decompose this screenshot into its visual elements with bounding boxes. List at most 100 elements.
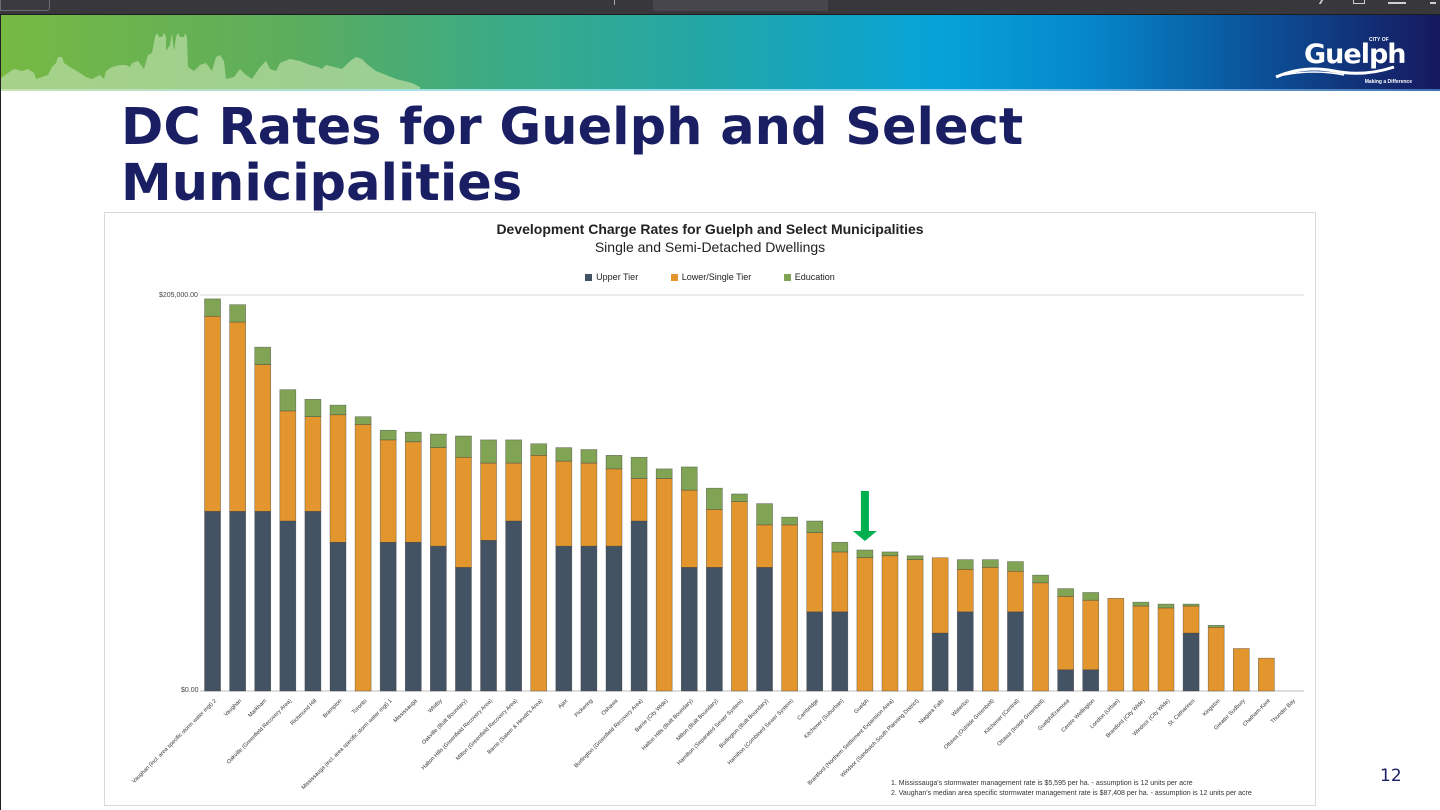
bar-upper-tier-29 <box>931 632 949 692</box>
bar-lower-single-tier-40 <box>1207 626 1225 692</box>
x-tick-label: Oshawa <box>601 698 620 717</box>
bar-upper-tier-25 <box>831 611 849 692</box>
chart-footnotes: 1. Mississauga's stormwater management r… <box>891 779 1252 799</box>
bar-lower-single-tier-17 <box>630 478 648 522</box>
bar-upper-tier-7 <box>379 541 397 692</box>
bar-upper-tier-15 <box>580 545 598 692</box>
bar-lower-single-tier-14 <box>555 460 573 547</box>
x-tick-label: Milton (Built Boundary) <box>676 698 720 742</box>
x-tick-label: Guelph <box>853 698 870 715</box>
bar-lower-single-tier-34 <box>1057 596 1074 671</box>
bar-upper-tier-2 <box>254 511 272 692</box>
page-number: 12 <box>1380 766 1402 786</box>
legend-label-education: Education <box>794 272 835 282</box>
bar-lower-single-tier-22 <box>756 524 773 568</box>
bar-education-11 <box>480 439 497 464</box>
bar-education-12 <box>505 439 522 464</box>
y-tick-zero: $0.00 <box>181 687 199 694</box>
bar-upper-tier-1 <box>229 511 246 692</box>
slide-left-edge <box>0 14 1 810</box>
bar-upper-tier-20 <box>706 567 723 692</box>
toolbar-button[interactable] <box>0 0 50 11</box>
bar-upper-tier-11 <box>480 540 497 692</box>
bar-upper-tier-24 <box>806 611 824 692</box>
bar-lower-single-tier-26 <box>856 557 874 692</box>
bar-lower-single-tier-28 <box>906 559 924 692</box>
chart-subtitle: Single and Semi-Detached Dwellings <box>594 239 826 255</box>
footnote-1: 1. Mississauga's stormwater management r… <box>891 780 1193 787</box>
y-tick-top: $205,000.00 <box>159 292 198 299</box>
bar-education-4 <box>304 399 322 417</box>
x-tick-label: Kingston <box>1202 698 1222 718</box>
bar-lower-single-tier-11 <box>480 462 497 541</box>
bar-lower-single-tier-41 <box>1232 648 1250 692</box>
bar-lower-single-tier-38 <box>1157 607 1175 692</box>
bar-upper-tier-9 <box>430 545 447 692</box>
x-tick-label: Thunder Bay <box>1270 698 1297 725</box>
logo-swoosh-icon <box>1275 65 1395 79</box>
logo-tagline: Making a Difference <box>1364 79 1412 85</box>
chart-legend: Upper Tier Lower/Single Tier Education <box>105 272 1315 282</box>
x-tick-label: Richmond Hill <box>290 698 319 727</box>
bar-education-15 <box>580 449 598 464</box>
bar-lower-single-tier-19 <box>680 489 698 568</box>
bar-upper-tier-35 <box>1082 669 1100 692</box>
bar-upper-tier-14 <box>555 545 573 692</box>
bar-education-28 <box>906 555 924 560</box>
bar-education-10 <box>455 435 472 458</box>
bar-education-23 <box>781 516 798 526</box>
toolbar-input[interactable] <box>653 0 828 11</box>
bar-lower-single-tier-5 <box>329 414 347 543</box>
bar-lower-single-tier-10 <box>455 456 472 568</box>
guelph-highlight-arrow-icon <box>852 491 877 541</box>
toolbar-divider <box>614 0 615 5</box>
bar-education-30 <box>956 559 974 570</box>
bar-lower-single-tier-12 <box>505 462 522 522</box>
bar-education-32 <box>1007 561 1024 572</box>
close-icon[interactable] <box>1430 0 1436 4</box>
bar-lower-single-tier-31 <box>982 567 999 692</box>
bar-education-0 <box>204 298 221 317</box>
bar-lower-single-tier-20 <box>706 509 723 568</box>
cursor-icon[interactable] <box>1318 0 1330 4</box>
bar-lower-single-tier-15 <box>580 462 598 547</box>
bar-education-24 <box>806 520 824 533</box>
bar-upper-tier-39 <box>1182 632 1200 692</box>
bar-education-39 <box>1182 603 1200 607</box>
bar-lower-single-tier-0 <box>204 315 221 512</box>
bar-education-18 <box>655 468 673 479</box>
bar-upper-tier-3 <box>279 520 297 692</box>
legend-item-lower-tier: Lower/Single Tier <box>670 272 751 282</box>
x-tick-label: Ottawa (Outside Greenbelt) <box>943 698 996 751</box>
bar-lower-single-tier-30 <box>956 569 974 613</box>
x-tick-label: Mississauga <box>393 698 420 725</box>
x-tick-label: Ottawa (Inside Greenbelt) <box>996 698 1046 748</box>
bar-education-14 <box>555 447 573 462</box>
bar-education-21 <box>731 493 748 502</box>
bar-education-22 <box>756 503 773 526</box>
bar-education-9 <box>430 433 447 448</box>
bar-education-2 <box>254 346 272 365</box>
x-tick-label: Toronto <box>351 698 368 715</box>
x-tick-label: Brampton <box>322 698 343 719</box>
bar-upper-tier-32 <box>1007 611 1024 692</box>
header-banner: CITY OF Guelph Making a Difference <box>0 14 1440 91</box>
window-restore-icon[interactable] <box>1353 0 1365 4</box>
bar-upper-tier-5 <box>329 541 347 692</box>
x-tick-label: St. Catharines <box>1167 698 1196 727</box>
city-skyline-graphic <box>0 33 420 89</box>
bar-lower-single-tier-25 <box>831 551 849 613</box>
bar-education-38 <box>1157 603 1175 609</box>
chart-title: Development Charge Rates for Guelph and … <box>496 221 924 237</box>
legend-swatch-lower-tier <box>670 274 678 281</box>
bar-lower-single-tier-42 <box>1258 657 1275 692</box>
bar-education-7 <box>379 429 397 441</box>
chart-plot-area: Vaughan (incl. area specific storm water… <box>131 294 1304 791</box>
bar-lower-single-tier-23 <box>781 524 798 692</box>
bar-education-3 <box>279 389 297 412</box>
x-tick-label: Vaughan (incl. area specific storm water… <box>131 698 218 785</box>
minimize-icon[interactable] <box>1388 0 1406 4</box>
bar-upper-tier-16 <box>605 545 623 692</box>
bar-education-17 <box>630 456 648 479</box>
bar-education-5 <box>329 404 347 416</box>
